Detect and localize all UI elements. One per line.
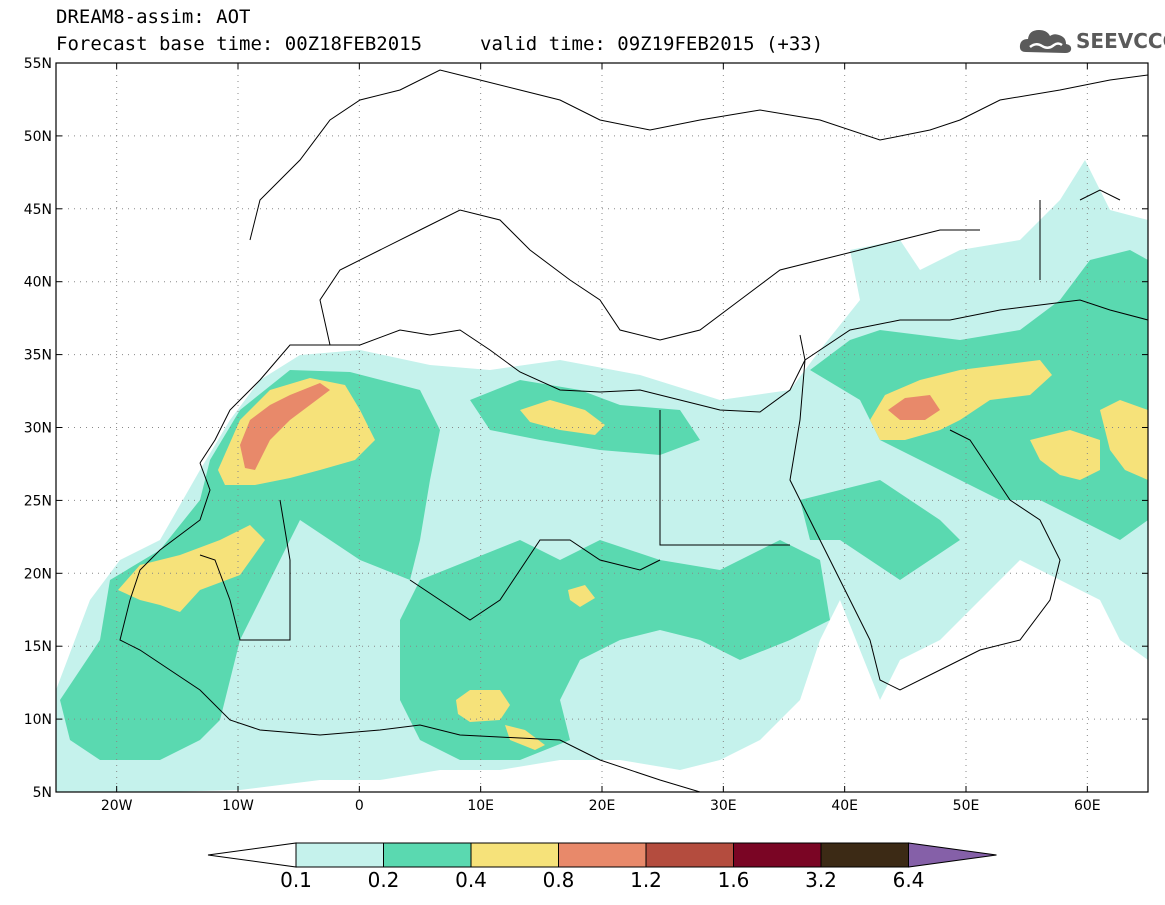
lon-tick-label: 50E bbox=[953, 798, 980, 814]
seevccc-logo: SEEVCCC bbox=[1018, 22, 1165, 58]
colorbar-segment bbox=[558, 842, 647, 868]
colorbar-label: 0.1 bbox=[280, 868, 312, 892]
colorbar-label: 0.4 bbox=[455, 868, 487, 892]
aot-band-0-8 bbox=[240, 383, 940, 470]
graticule bbox=[56, 63, 1148, 792]
lon-tick-label: 60E bbox=[1074, 798, 1101, 814]
aot-band-0-1 bbox=[56, 160, 1148, 792]
longitude-axis: 20W 10W 0 10E 20E 30E 40E 50E 60E bbox=[101, 63, 1101, 814]
lat-tick-label: 40N bbox=[24, 275, 52, 291]
lat-tick-label: 45N bbox=[24, 202, 52, 218]
lat-tick-label: 10N bbox=[24, 712, 52, 728]
colorbar-label: 3.2 bbox=[805, 868, 837, 892]
lat-tick-label: 15N bbox=[24, 639, 52, 655]
forecast-base-time: Forecast base time: 00Z18FEB2015 bbox=[56, 33, 423, 55]
colorbar-segment bbox=[295, 842, 384, 868]
map-title: DREAM8-assim: AOT bbox=[56, 6, 251, 28]
cloud-icon bbox=[1019, 30, 1072, 53]
colorbar-high-arrow bbox=[908, 842, 997, 868]
colorbar-segment bbox=[733, 842, 822, 868]
valid-time: valid time: 09Z19FEB2015 (+33) bbox=[480, 33, 824, 55]
lon-tick-label: 10E bbox=[467, 798, 494, 814]
logo-text: SEEVCCC bbox=[1076, 29, 1165, 53]
colorbar-label: 0.8 bbox=[543, 868, 575, 892]
colorbar-segment bbox=[470, 842, 559, 868]
colorbar-label: 6.4 bbox=[893, 868, 925, 892]
lon-tick-label: 40E bbox=[831, 798, 858, 814]
lat-tick-label: 20N bbox=[24, 566, 52, 582]
lat-tick-label: 55N bbox=[24, 56, 52, 72]
lat-tick-label: 5N bbox=[33, 785, 52, 801]
colorbar-label: 0.2 bbox=[368, 868, 400, 892]
lon-tick-label: 0 bbox=[355, 798, 364, 814]
colorbar-segment bbox=[645, 842, 734, 868]
aot-field bbox=[56, 160, 1148, 792]
coastlines bbox=[119, 69, 1148, 792]
latitude-axis: 55N 50N 45N 40N 35N 30N 25N 20N 15N 10N 5N bbox=[24, 56, 1148, 801]
lat-tick-label: 25N bbox=[24, 493, 52, 509]
colorbar-low-arrow bbox=[207, 842, 297, 868]
colorbar-label: 1.2 bbox=[630, 868, 662, 892]
lon-tick-label: 20E bbox=[589, 798, 616, 814]
colorbar-segment bbox=[820, 842, 909, 868]
colorbar: 0.1 0.2 0.4 0.8 1.2 1.6 3.2 6.4 bbox=[207, 842, 997, 892]
colorbar-label: 1.6 bbox=[718, 868, 750, 892]
lat-tick-label: 35N bbox=[24, 348, 52, 364]
lon-tick-label: 20W bbox=[101, 798, 133, 814]
colorbar-segment bbox=[383, 842, 472, 868]
lon-tick-label: 30E bbox=[710, 798, 737, 814]
lon-tick-label: 10W bbox=[222, 798, 254, 814]
lat-tick-label: 50N bbox=[24, 129, 52, 145]
lat-tick-label: 30N bbox=[24, 421, 52, 437]
